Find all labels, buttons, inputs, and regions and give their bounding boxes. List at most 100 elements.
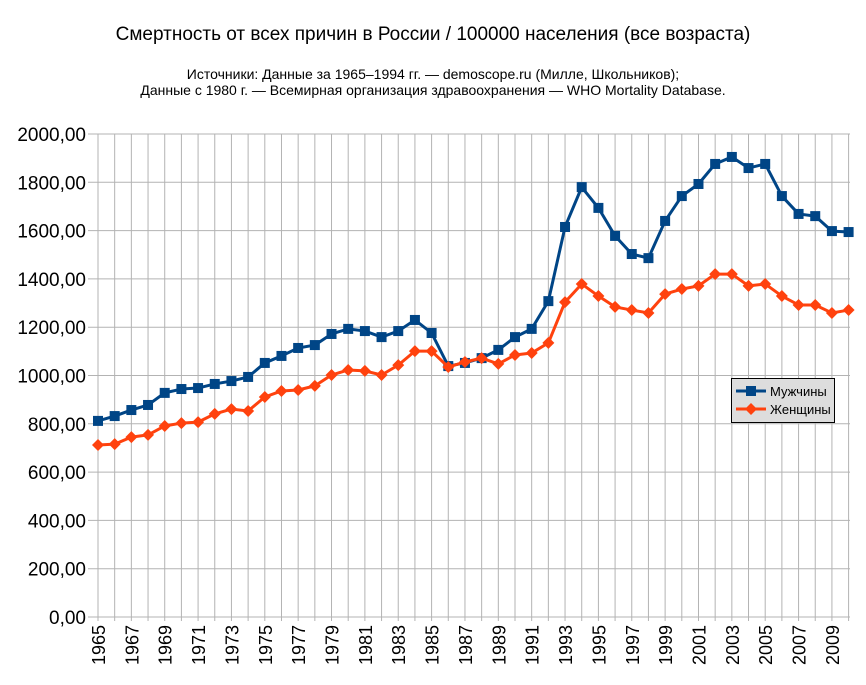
data-point-men bbox=[510, 332, 520, 343]
data-point-men bbox=[826, 226, 837, 237]
x-tick-label: 2001 bbox=[689, 625, 709, 665]
data-point-women bbox=[542, 336, 555, 349]
data-point-women bbox=[625, 304, 638, 317]
data-point-women bbox=[709, 268, 722, 281]
data-point-men bbox=[660, 215, 671, 226]
data-point-women bbox=[208, 407, 221, 420]
data-point-men bbox=[293, 342, 304, 353]
x-tick-label: 1969 bbox=[156, 625, 176, 665]
data-point-men bbox=[626, 249, 637, 260]
data-point-women bbox=[225, 403, 238, 416]
data-point-women bbox=[675, 283, 688, 296]
x-tick-label: 1975 bbox=[256, 625, 276, 665]
data-point-women bbox=[792, 298, 805, 311]
data-point-men bbox=[426, 327, 437, 338]
data-point-men bbox=[776, 191, 787, 202]
data-point-women bbox=[175, 417, 188, 430]
data-point-women bbox=[325, 369, 338, 382]
data-point-men bbox=[726, 151, 737, 162]
data-point-women bbox=[142, 428, 155, 441]
data-point-women bbox=[642, 306, 655, 319]
data-point-men bbox=[143, 399, 154, 410]
data-point-men bbox=[326, 328, 337, 339]
data-point-women bbox=[442, 361, 455, 374]
data-point-men bbox=[226, 376, 237, 387]
data-point-men bbox=[843, 227, 854, 238]
data-point-men bbox=[409, 314, 420, 325]
data-point-women bbox=[525, 347, 538, 360]
x-tick-label: 1985 bbox=[423, 625, 443, 665]
y-tick-label: 400,00 bbox=[28, 511, 86, 532]
data-point-men bbox=[560, 221, 571, 232]
data-point-women bbox=[575, 277, 588, 290]
data-point-women bbox=[308, 379, 321, 392]
legend-item-men: Мужчины bbox=[736, 383, 827, 399]
data-point-women bbox=[725, 268, 738, 281]
data-point-men bbox=[610, 230, 621, 241]
data-point-women bbox=[92, 439, 104, 452]
data-point-men bbox=[743, 163, 754, 174]
data-point-women bbox=[492, 357, 505, 370]
x-tick-label: 1965 bbox=[89, 625, 109, 665]
data-point-men bbox=[593, 202, 604, 213]
legend-marker-diamond-icon bbox=[736, 403, 766, 415]
x-tick-label: 2009 bbox=[823, 625, 843, 665]
data-point-men bbox=[109, 411, 120, 422]
x-tick-label: 1977 bbox=[289, 625, 309, 665]
x-tick-label: 2003 bbox=[723, 625, 743, 665]
data-point-men bbox=[793, 208, 804, 219]
data-point-women bbox=[825, 306, 838, 319]
data-point-women bbox=[742, 279, 755, 292]
y-tick-label: 800,00 bbox=[28, 415, 86, 436]
legend-item-women: Женщины bbox=[736, 401, 831, 417]
y-tick-label: 1600,00 bbox=[17, 222, 86, 243]
data-point-women bbox=[192, 416, 205, 429]
data-point-men bbox=[359, 326, 370, 337]
x-tick-label: 1967 bbox=[122, 625, 142, 665]
data-point-women bbox=[559, 296, 572, 309]
data-point-women bbox=[659, 288, 672, 301]
data-point-women bbox=[692, 279, 705, 292]
data-point-men bbox=[493, 344, 504, 355]
data-point-men bbox=[93, 415, 103, 426]
data-point-men bbox=[159, 387, 170, 398]
data-point-women bbox=[809, 298, 822, 311]
x-tick-label: 1991 bbox=[523, 625, 543, 665]
data-point-men bbox=[543, 296, 554, 307]
legend-marker-square-icon bbox=[736, 386, 766, 396]
x-tick-label: 2005 bbox=[756, 625, 776, 665]
data-point-women bbox=[158, 419, 171, 432]
y-tick-label: 600,00 bbox=[28, 463, 86, 484]
data-point-women bbox=[408, 345, 421, 358]
chart-subtitle-line-2: Данные с 1980 г. — Всемирная организация… bbox=[140, 82, 726, 98]
data-point-men bbox=[760, 158, 771, 169]
data-point-women bbox=[108, 438, 121, 451]
x-tick-label: 1973 bbox=[222, 625, 242, 665]
x-tick-label: 1971 bbox=[189, 625, 209, 665]
data-point-women bbox=[375, 369, 388, 382]
data-point-men bbox=[393, 326, 404, 337]
data-point-men bbox=[643, 253, 654, 264]
legend: Мужчины Женщины bbox=[731, 378, 835, 423]
data-point-women bbox=[342, 363, 355, 376]
y-tick-label: 200,00 bbox=[28, 560, 86, 581]
y-tick-label: 1400,00 bbox=[17, 270, 86, 291]
x-tick-label: 1993 bbox=[556, 625, 576, 665]
chart-subtitle-line-1: Источники: Данные за 1965–1994 гг. — dem… bbox=[186, 66, 680, 82]
data-point-men bbox=[343, 323, 354, 334]
data-point-men bbox=[309, 340, 320, 351]
legend-label: Женщины bbox=[770, 401, 831, 417]
data-point-women bbox=[609, 300, 622, 313]
data-point-women bbox=[775, 290, 788, 303]
data-point-women bbox=[475, 352, 488, 365]
x-tick-label: 1987 bbox=[456, 625, 476, 665]
y-tick-label: 1200,00 bbox=[17, 318, 86, 339]
data-point-women bbox=[759, 277, 772, 290]
data-point-women bbox=[125, 431, 138, 444]
data-point-women bbox=[275, 384, 288, 397]
data-point-women bbox=[842, 304, 855, 317]
data-point-men bbox=[710, 158, 721, 169]
data-point-men bbox=[176, 384, 187, 395]
x-tick-label: 1997 bbox=[623, 625, 643, 665]
